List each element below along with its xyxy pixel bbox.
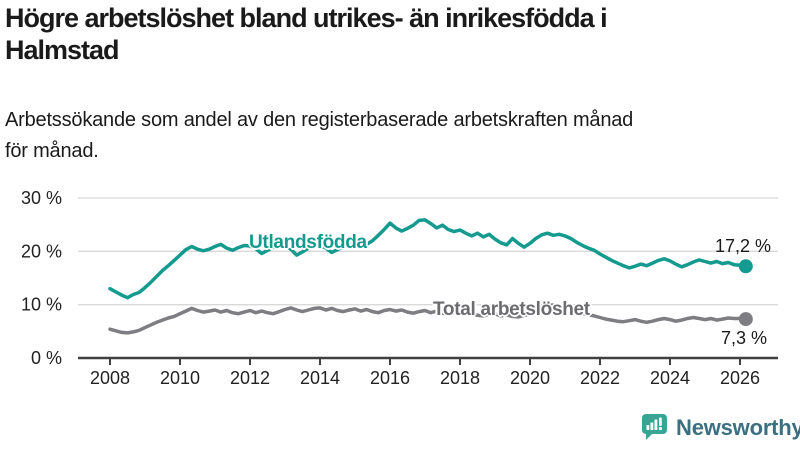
bar-2 <box>650 422 654 430</box>
y-tick-label: 20 % <box>21 241 62 261</box>
y-tick-label: 30 % <box>21 188 62 208</box>
bar-3 <box>654 419 658 430</box>
x-tick-label: 2010 <box>160 368 200 388</box>
end-value-label-total: 7,3 % <box>720 328 767 348</box>
x-tick-label: 2024 <box>650 368 690 388</box>
x-tick-label: 2018 <box>440 368 480 388</box>
chart-subtitle-line-1: Arbetssökande som andel av den registerb… <box>5 109 634 131</box>
chart-subtitle-line-2: för månad. <box>5 140 99 162</box>
newsworthy-speech-bubble-chart-icon <box>642 414 667 440</box>
x-tick-label: 2012 <box>230 368 270 388</box>
y-tick-label: 0 % <box>31 348 62 368</box>
chart-subtitle: Arbetssökande som andel av den registerb… <box>5 105 633 167</box>
y-tick-label: 10 % <box>21 295 62 315</box>
newsworthy-logo: Newsworthy <box>641 413 800 442</box>
series-label-total-arbetsloshet: Total arbetslöshet <box>433 299 590 320</box>
x-tick-label: 2008 <box>90 368 130 388</box>
newsworthy-wordmark: Newsworthy <box>676 414 800 440</box>
series-line <box>108 302 748 335</box>
exclamation-dot <box>658 427 662 431</box>
x-tick-label: 2022 <box>580 368 620 388</box>
x-tick-label: 2020 <box>510 368 550 388</box>
page-title-line-1: Högre arbetslöshet bland utrikes- än inr… <box>5 3 608 33</box>
series-label-utlandsfodda: Utlandsfödda <box>249 232 367 253</box>
bar-1 <box>646 425 650 430</box>
exclamation-stem <box>659 417 662 426</box>
series-end-dot <box>738 259 753 274</box>
end-value-label-utlandsfodda: 17,2 % <box>714 236 771 256</box>
x-tick-label: 2026 <box>720 368 760 388</box>
series-line <box>108 218 748 300</box>
series-end-dot <box>738 312 753 327</box>
page-title: Högre arbetslöshet bland utrikes- än inr… <box>5 2 608 66</box>
x-tick-label: 2014 <box>300 368 340 388</box>
x-tick-label: 2016 <box>370 368 410 388</box>
page-title-line-2: Halmstad <box>5 35 120 65</box>
